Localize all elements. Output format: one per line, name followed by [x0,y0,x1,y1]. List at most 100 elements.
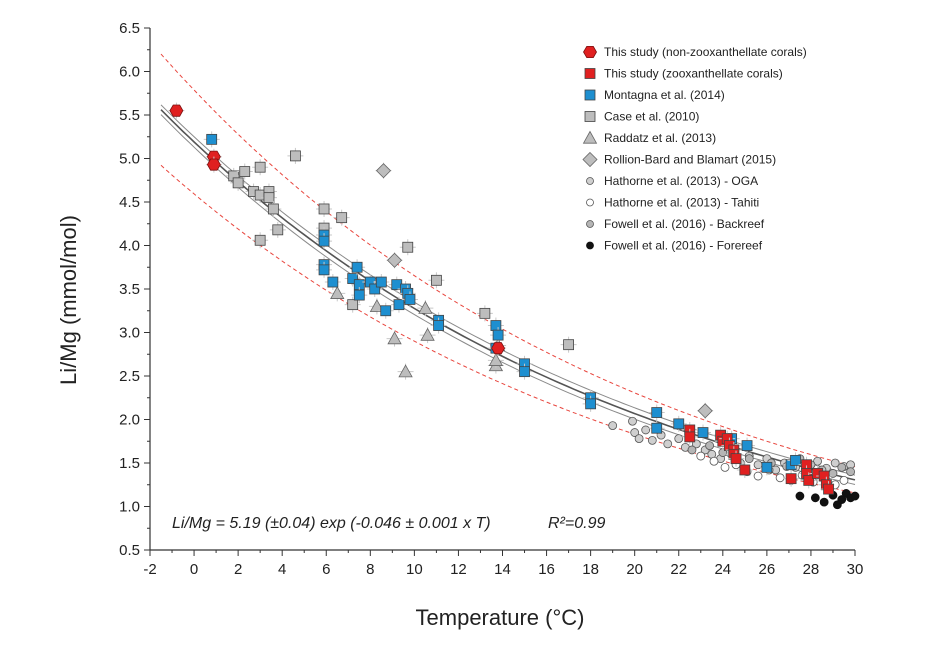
y-tick-label: 5.0 [119,151,140,168]
data-point [393,299,405,311]
r-squared-label: R²=0.99 [548,515,605,532]
data-point [634,434,644,444]
data-point [744,454,754,464]
x-tick-label: 20 [626,561,643,578]
data-point [697,403,713,419]
x-tick-label: 22 [670,561,687,578]
data-point [386,252,403,268]
y-axis-title: Li/Mg (mmol/mol) [56,215,81,385]
y-tick-label: 3.0 [119,325,140,342]
y-tick-label: 2.0 [119,412,140,429]
data-point [630,428,640,437]
data-point [327,276,339,288]
data-point [563,339,574,351]
legend-label: Case et al. (2010) [604,110,699,124]
x-tick-label: 28 [803,561,820,578]
data-point [705,441,714,451]
y-tick-label: 5.5 [119,107,140,124]
legend-label: Hathorne et al. (2013) - OGA [604,174,758,188]
data-point [491,342,506,355]
legend-marker [584,68,596,79]
y-tick-label: 3.5 [119,281,140,298]
x-tick-label: 10 [406,561,423,578]
legend-label: Fowell et al. (2016) - Backreef [604,217,765,231]
data-point [479,307,491,319]
legend-marker [586,198,594,207]
data-point [837,462,847,472]
x-tick-label: 0 [190,561,198,578]
data-point [519,366,530,378]
fit-equation: Li/Mg = 5.19 (±0.04) exp (-0.046 ± 0.001… [172,515,491,532]
data-point [272,224,284,236]
data-point [810,493,820,503]
series-2 [203,131,804,476]
series-0 [168,102,507,357]
data-point [730,453,742,465]
data-point [402,241,414,253]
x-tick-label: 8 [366,561,374,578]
data-point [803,474,815,486]
data-point [490,320,502,331]
x-tick-label: 2 [234,561,242,578]
x-tick-label: 16 [538,561,555,578]
x-tick-label: 26 [759,561,776,578]
data-point [663,439,673,449]
data-point [254,161,266,173]
data-point [585,398,597,410]
data-point [347,299,359,311]
data-point [488,353,504,366]
data-point [254,234,266,246]
data-point [684,431,696,443]
legend-marker [583,46,597,58]
y-tick-label: 2.5 [119,368,140,385]
data-point [628,416,637,426]
legend-marker [586,241,594,250]
x-tick-label: -2 [143,561,156,578]
data-point [761,461,773,473]
data-point [336,212,348,224]
data-point [819,497,829,507]
data-point [647,435,657,445]
data-point [830,458,840,468]
data-point [387,331,402,345]
data-point [318,235,330,247]
data-point [318,264,330,276]
data-point [267,203,279,215]
data-point [418,300,433,314]
legend-label: Fowell et al. (2016) - Forereef [604,239,763,253]
data-point [380,305,392,317]
data-point [641,425,651,435]
x-tick-label: 18 [582,561,599,578]
legend-marker [586,177,594,185]
series-9 [795,489,860,510]
data-point [651,422,663,434]
data-point [709,456,719,466]
data-point [785,473,797,485]
legend-label: This study (zooxanthellate corals) [604,67,783,81]
data-point [318,203,330,215]
series-5 [375,162,714,419]
x-tick-label: 6 [322,561,330,578]
legend-marker [584,111,596,122]
data-point [239,166,251,177]
y-tick-label: 1.0 [119,499,140,516]
data-point [375,163,392,179]
data-point [353,289,365,301]
data-point [674,434,684,444]
x-tick-label: 14 [494,561,511,578]
data-point [369,299,385,313]
prediction-limit-upper [160,53,856,468]
data-point [369,283,381,295]
data-point [492,329,504,341]
data-point [850,491,860,501]
data-point [290,150,301,162]
data-point [398,364,413,378]
legend-marker [584,89,596,101]
legend-marker [582,130,598,144]
x-tick-label: 24 [714,561,731,578]
data-point [823,483,834,495]
y-tick-label: 6.0 [119,64,140,81]
y-tick-label: 1.5 [119,455,140,472]
legend: This study (non-zooxanthellate corals) Th… [582,45,807,253]
